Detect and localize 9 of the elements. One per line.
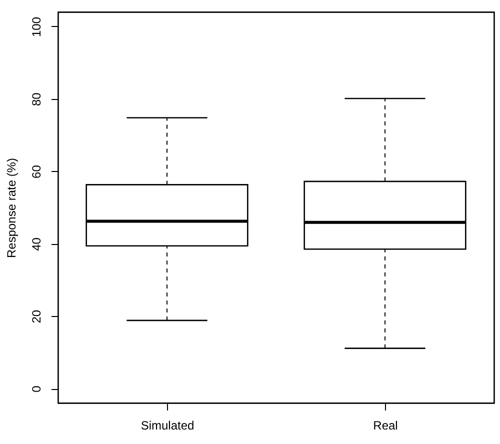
y-axis-title: Response rate (%): [4, 158, 18, 258]
y-tick-label: 0: [30, 385, 44, 392]
x-tick-label: Real: [373, 418, 398, 432]
x-tick-label: Simulated: [140, 418, 194, 432]
y-tick-label: 40: [30, 237, 44, 251]
y-tick-label: 20: [30, 310, 44, 324]
y-tick-label: 100: [30, 16, 44, 37]
y-tick-label: 60: [30, 164, 44, 178]
y-tick-label: 80: [30, 92, 44, 106]
